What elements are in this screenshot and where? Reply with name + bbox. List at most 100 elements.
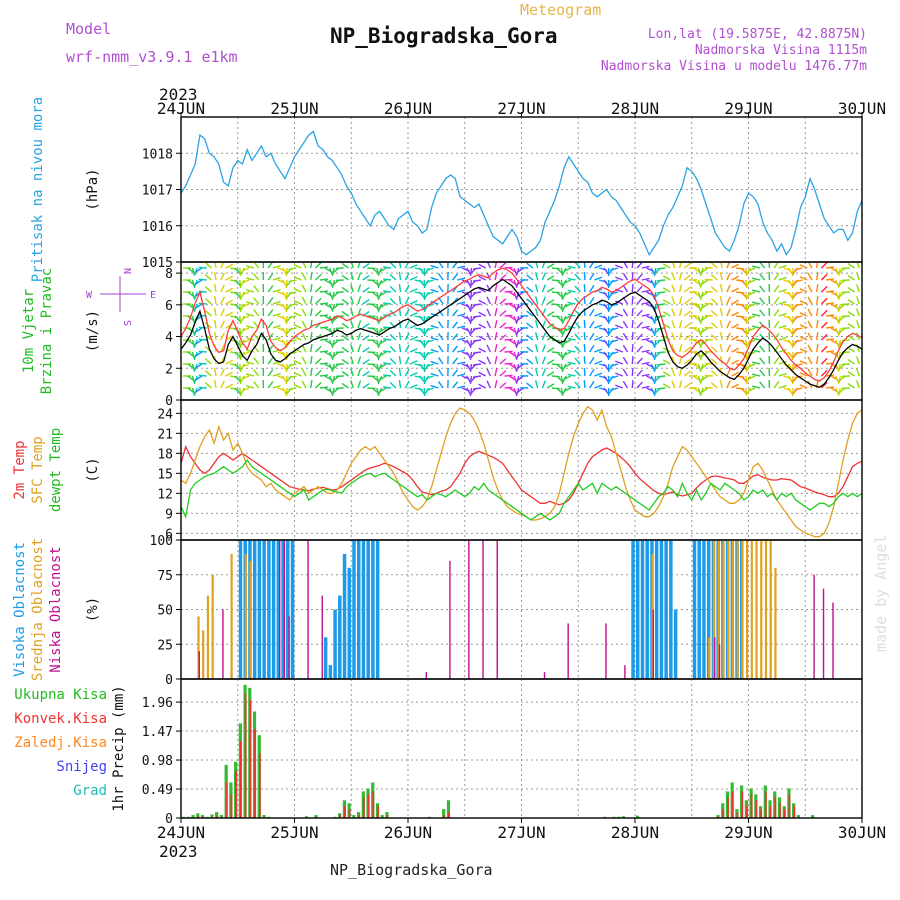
wind-barb	[787, 363, 794, 372]
wind-barb	[494, 356, 498, 365]
wind-barb	[253, 285, 260, 293]
wind-barb	[409, 336, 418, 341]
wind-barb	[704, 314, 713, 317]
wind-barb	[589, 344, 595, 353]
wind-barb	[787, 279, 794, 288]
wind-barb	[719, 380, 723, 389]
wind-barb	[362, 262, 370, 269]
wind-barb	[425, 363, 434, 368]
wind-barb	[379, 279, 387, 285]
wind-barb	[856, 262, 860, 269]
x-tick-label-top: 27JUN	[497, 99, 545, 118]
wind-barb	[309, 271, 313, 281]
wind-barb	[631, 262, 634, 269]
wind-barb	[357, 296, 362, 305]
wind-barb	[478, 347, 486, 353]
wind-barb	[225, 359, 234, 365]
wind-barb	[516, 363, 524, 370]
wind-barb	[220, 308, 225, 317]
wind-barb	[198, 266, 207, 269]
wind-barb	[631, 319, 634, 329]
wind-barb	[383, 350, 392, 353]
year-bottom: 2023	[159, 842, 198, 861]
legend-label: Niska Oblacnost	[48, 546, 64, 672]
bar	[281, 540, 285, 679]
wind-barb	[267, 381, 274, 389]
wind-barb	[423, 327, 430, 336]
wind-barb	[563, 267, 572, 273]
wind-barb	[534, 296, 539, 305]
wind-barb	[452, 321, 459, 329]
bar	[822, 588, 825, 679]
wind-barb	[423, 291, 430, 300]
meteogram-label: Meteogram	[520, 1, 601, 19]
wind-barb	[383, 290, 392, 293]
wind-barb	[589, 332, 595, 341]
wind-barb	[204, 370, 212, 377]
wind-barb	[847, 358, 855, 365]
wind-barb	[198, 350, 207, 353]
wind-barb	[574, 381, 581, 389]
wind-barb	[516, 303, 524, 310]
wind-barb	[787, 291, 794, 300]
wind-barb	[731, 275, 739, 281]
wind-barb	[486, 344, 492, 353]
wind-barb	[246, 301, 255, 305]
wind-barb	[341, 334, 349, 341]
bar	[197, 816, 200, 818]
wind-barb	[799, 288, 808, 293]
wind-barb	[773, 369, 780, 377]
panel-2: 6 9 12 15 18 21 24 (C) 2m Temp SFC Temp dewpt Temp	[12, 399, 863, 542]
wind-barb	[615, 300, 624, 305]
wind-barb	[546, 359, 555, 365]
wind-barb	[472, 303, 482, 306]
wind-barb	[504, 350, 513, 353]
panel-data	[181, 405, 862, 538]
wind-barb	[778, 384, 787, 389]
wind-barb	[494, 368, 498, 377]
wind-barb	[301, 272, 307, 281]
wind-barb	[636, 285, 643, 293]
wind-barb	[594, 324, 603, 329]
wind-barb	[631, 331, 634, 341]
wind-barb	[516, 267, 524, 274]
wind-barb	[478, 323, 486, 329]
wind-barb	[636, 297, 643, 305]
wind-barb	[719, 296, 723, 305]
wind-barb	[194, 351, 203, 357]
wind-barb	[551, 267, 560, 270]
bar	[249, 560, 252, 679]
wind-barb	[816, 319, 819, 329]
wind-barb	[320, 278, 329, 281]
wind-barb	[700, 375, 709, 381]
wind-barb	[314, 357, 322, 365]
wind-barb	[799, 324, 808, 329]
wind-barb	[807, 284, 813, 293]
legend-label: Grad	[73, 783, 107, 799]
y-tick-label: 0.49	[142, 783, 173, 798]
bar	[869, 806, 871, 818]
wind-barb	[526, 286, 534, 293]
wind-barb	[752, 349, 761, 353]
wind-barb	[683, 322, 692, 329]
wind-barb	[478, 371, 486, 377]
wind-barb	[678, 296, 683, 305]
bar	[442, 809, 446, 818]
wind-barb	[452, 262, 459, 269]
wind-barb	[662, 275, 671, 281]
wind-barb	[430, 276, 439, 281]
wind-barb	[383, 338, 392, 341]
wind-barb	[220, 284, 225, 293]
wind-barb	[457, 325, 466, 329]
wind-barb	[469, 339, 473, 349]
wind-barb	[820, 273, 828, 281]
wind-barb	[383, 266, 392, 269]
bar	[636, 815, 640, 818]
wind-barb	[281, 387, 288, 396]
y-tick-label: 1017	[142, 184, 173, 199]
wind-barb	[752, 325, 761, 329]
wind-barb	[636, 369, 643, 377]
y-axis-label: (%)	[85, 597, 101, 622]
wind-barb	[241, 279, 250, 284]
